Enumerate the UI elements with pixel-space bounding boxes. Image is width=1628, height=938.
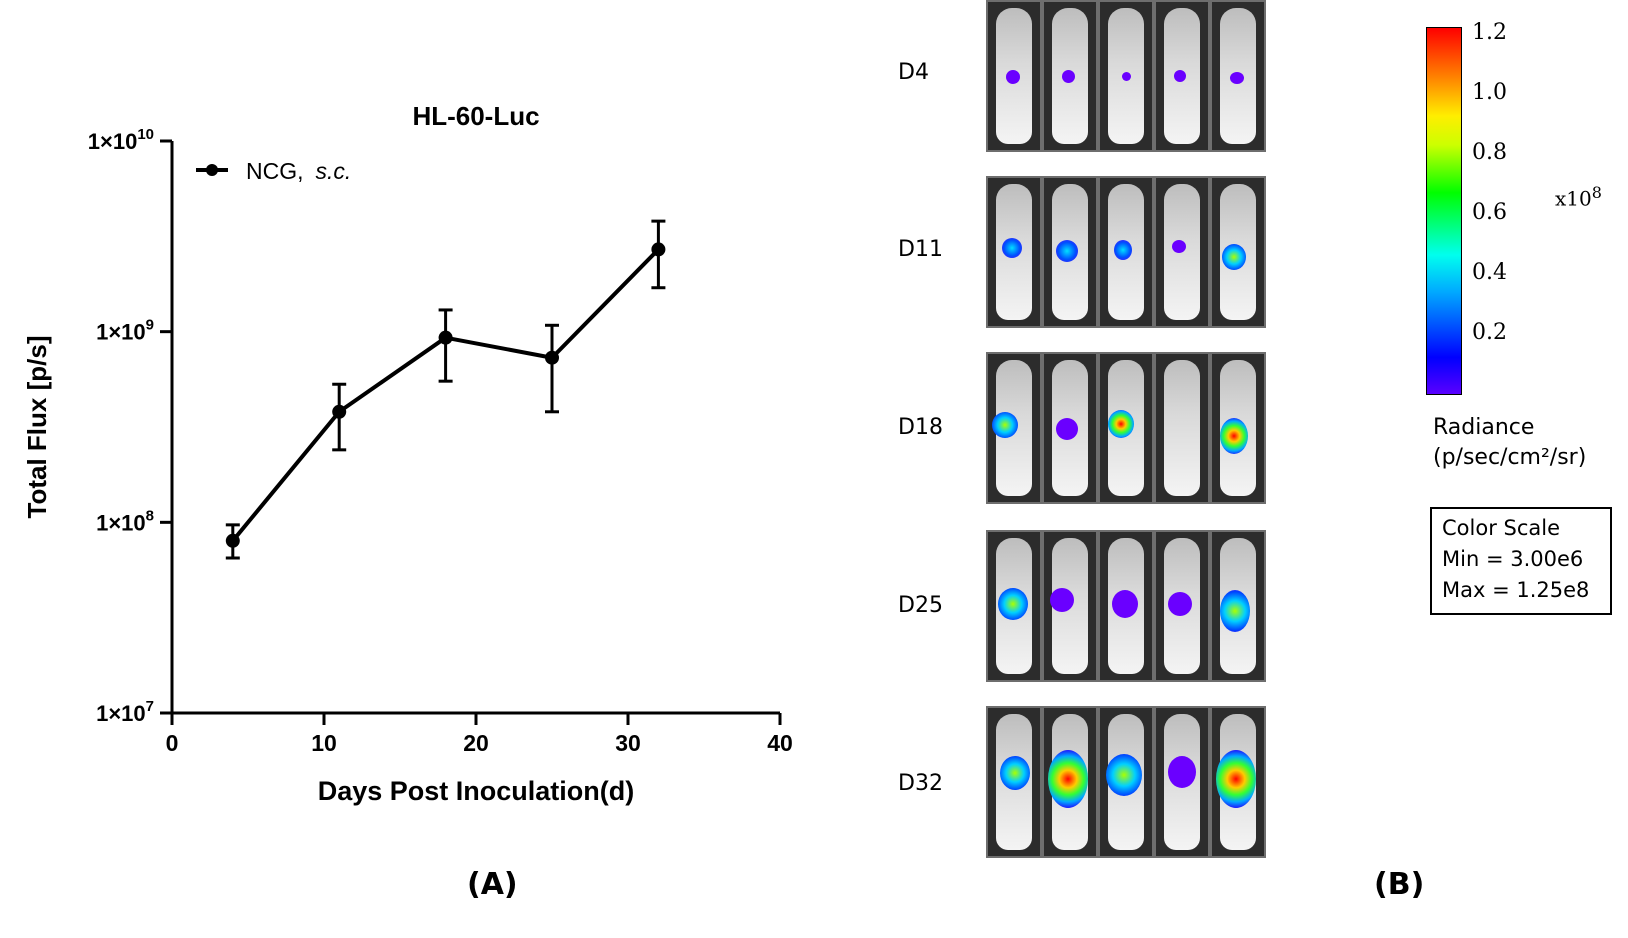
color-scale-title: Color Scale bbox=[1442, 516, 1561, 540]
legend-label: NCG, s.c. bbox=[246, 158, 351, 184]
data-point bbox=[438, 330, 453, 345]
x-axis-label: Days Post Inoculation(d) bbox=[318, 776, 635, 806]
series-line bbox=[231, 248, 660, 543]
color-scale-min: Min = 3.00e6 bbox=[1442, 547, 1584, 571]
y-tick-base: 1×10 bbox=[88, 129, 138, 154]
x-tick-label: 30 bbox=[615, 730, 641, 756]
x-tick-label: 10 bbox=[311, 730, 337, 756]
colorbar-tick-label: 1.0 bbox=[1472, 80, 1507, 105]
legend: NCG, s.c. bbox=[196, 158, 351, 184]
series-ncg bbox=[225, 219, 666, 560]
data-point bbox=[651, 242, 666, 257]
day-label: D32 bbox=[898, 771, 943, 796]
y-axis-label: Total Flux [p/s] bbox=[22, 336, 52, 519]
mouse-image-strip bbox=[986, 706, 1266, 858]
chart-title: HL-60-Luc bbox=[412, 101, 539, 131]
panel-label-a: (A) bbox=[467, 867, 518, 902]
day-label: D4 bbox=[898, 60, 929, 85]
y-tick-label: 1×108 bbox=[96, 507, 154, 535]
y-tick-base: 1×10 bbox=[96, 510, 146, 535]
legend-name: NCG, bbox=[246, 158, 304, 184]
radiance-units: (p/sec/cm²/sr) bbox=[1433, 445, 1587, 470]
y-tick-exponent: 9 bbox=[146, 317, 154, 334]
x-tick-label: 20 bbox=[463, 730, 489, 756]
y-tick-label: 1×107 bbox=[96, 698, 154, 726]
radiance-colorbar bbox=[1426, 27, 1462, 395]
color-scale-box: Color Scale Min = 3.00e6 Max = 1.25e8 bbox=[1430, 507, 1612, 615]
x-axis-ticks: 0 10 20 30 40 bbox=[166, 713, 793, 756]
panel-label-b: (B) bbox=[1374, 867, 1425, 902]
y-tick-exponent: 8 bbox=[146, 507, 154, 524]
data-point bbox=[545, 350, 559, 365]
day-label: D18 bbox=[898, 415, 943, 440]
mouse-image-strip bbox=[986, 0, 1266, 152]
radiance-title: Radiance bbox=[1433, 415, 1535, 440]
day-label: D25 bbox=[898, 593, 943, 618]
day-label: D11 bbox=[898, 237, 943, 262]
mouse-image-strip bbox=[986, 530, 1266, 682]
colorbar-tick-label: 0.8 bbox=[1472, 140, 1507, 165]
radiance-label: Radiance (p/sec/cm²/sr) bbox=[1433, 413, 1586, 473]
colorbar-multiplier: x108 bbox=[1555, 183, 1602, 211]
colorbar-multiplier-exp: 8 bbox=[1591, 183, 1602, 202]
mouse-image-strip bbox=[986, 176, 1266, 328]
color-scale-max: Max = 1.25e8 bbox=[1442, 578, 1590, 602]
y-tick-base: 1×10 bbox=[96, 320, 146, 345]
legend-marker bbox=[206, 164, 218, 176]
mouse-image-strip bbox=[986, 352, 1266, 504]
y-tick-exponent: 7 bbox=[146, 698, 154, 715]
legend-suffix: s.c. bbox=[316, 158, 352, 184]
colorbar-tick-label: 0.4 bbox=[1472, 260, 1507, 285]
y-tick-base: 1×10 bbox=[96, 701, 146, 726]
x-tick-label: 40 bbox=[767, 730, 793, 756]
colorbar-tick-label: 0.2 bbox=[1472, 320, 1507, 345]
data-point bbox=[332, 404, 347, 419]
data-point bbox=[225, 533, 240, 548]
y-tick-label: 1×1010 bbox=[88, 126, 154, 154]
x-tick-label: 0 bbox=[166, 730, 179, 756]
y-tick-exponent: 10 bbox=[137, 126, 154, 143]
colorbar-tick-label: 0.6 bbox=[1472, 200, 1507, 225]
colorbar-multiplier-base: x10 bbox=[1555, 186, 1592, 211]
y-tick-label: 1×109 bbox=[96, 317, 154, 345]
colorbar-tick-label: 1.2 bbox=[1472, 20, 1507, 45]
